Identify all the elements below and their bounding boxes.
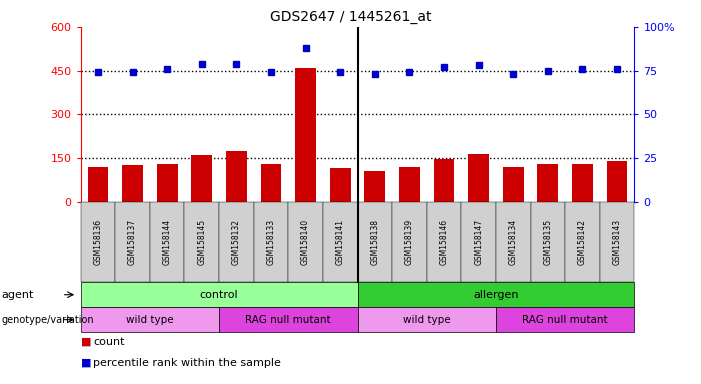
Text: GSM158140: GSM158140: [301, 219, 310, 265]
Text: GSM158146: GSM158146: [440, 219, 449, 265]
Text: RAG null mutant: RAG null mutant: [245, 314, 331, 325]
Bar: [261, 164, 281, 202]
Bar: [600, 202, 634, 282]
Text: allergen: allergen: [473, 290, 519, 300]
Bar: [531, 202, 565, 282]
Bar: [399, 167, 420, 202]
Text: wild type: wild type: [403, 314, 451, 325]
Bar: [81, 282, 358, 307]
Text: RAG null mutant: RAG null mutant: [522, 314, 608, 325]
Bar: [219, 202, 254, 282]
Bar: [496, 307, 634, 332]
Text: GSM158133: GSM158133: [266, 219, 275, 265]
Text: GSM158145: GSM158145: [197, 219, 206, 265]
Bar: [122, 165, 143, 202]
Bar: [226, 151, 247, 202]
Bar: [496, 202, 531, 282]
Bar: [358, 307, 496, 332]
Text: GSM158138: GSM158138: [370, 219, 379, 265]
Text: GDS2647 / 1445261_at: GDS2647 / 1445261_at: [270, 10, 431, 23]
Text: control: control: [200, 290, 238, 300]
Text: GSM158132: GSM158132: [232, 219, 241, 265]
Bar: [191, 155, 212, 202]
Text: GSM158136: GSM158136: [93, 219, 102, 265]
Bar: [434, 159, 454, 202]
Bar: [565, 202, 600, 282]
Bar: [323, 202, 358, 282]
Bar: [468, 154, 489, 202]
Text: ■: ■: [81, 337, 91, 347]
Text: GSM158147: GSM158147: [474, 219, 483, 265]
Bar: [358, 282, 634, 307]
Text: agent: agent: [1, 290, 34, 300]
Text: percentile rank within the sample: percentile rank within the sample: [93, 358, 281, 368]
Bar: [88, 167, 108, 202]
Bar: [184, 202, 219, 282]
Bar: [461, 202, 496, 282]
Text: GSM158142: GSM158142: [578, 219, 587, 265]
Text: genotype/variation: genotype/variation: [1, 314, 94, 325]
Bar: [81, 202, 115, 282]
Text: GSM158144: GSM158144: [163, 219, 172, 265]
Bar: [254, 202, 288, 282]
Bar: [150, 202, 184, 282]
Text: GSM158139: GSM158139: [405, 219, 414, 265]
Bar: [503, 167, 524, 202]
Bar: [572, 164, 593, 202]
Text: GSM158134: GSM158134: [509, 219, 518, 265]
Text: GSM158137: GSM158137: [128, 219, 137, 265]
Text: GSM158141: GSM158141: [336, 219, 345, 265]
Bar: [219, 307, 358, 332]
Bar: [295, 68, 316, 202]
Bar: [365, 171, 386, 202]
Text: wild type: wild type: [126, 314, 174, 325]
Bar: [538, 164, 558, 202]
Bar: [392, 202, 427, 282]
Text: ■: ■: [81, 358, 91, 368]
Text: GSM158143: GSM158143: [613, 219, 622, 265]
Bar: [81, 307, 219, 332]
Bar: [288, 202, 323, 282]
Bar: [358, 202, 392, 282]
Text: count: count: [93, 337, 125, 347]
Bar: [157, 164, 177, 202]
Bar: [606, 161, 627, 202]
Text: GSM158135: GSM158135: [543, 219, 552, 265]
Bar: [427, 202, 461, 282]
Bar: [115, 202, 150, 282]
Bar: [330, 168, 350, 202]
